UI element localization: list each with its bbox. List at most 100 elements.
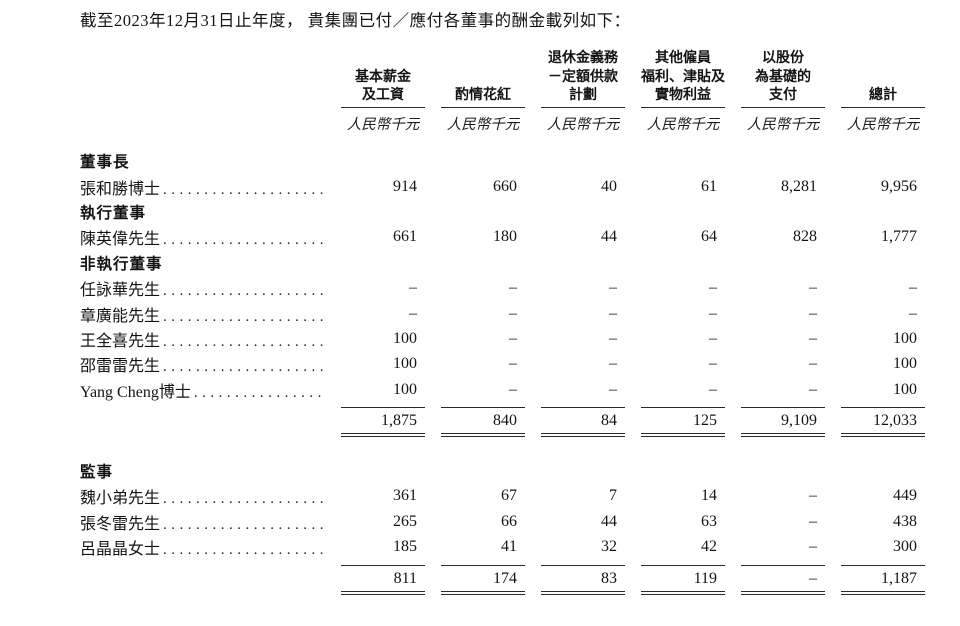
value: –: [809, 329, 817, 347]
director-name: 王全喜先生: [80, 332, 161, 350]
column-header-line: 實物利益: [655, 86, 711, 102]
subtotal-value: 125: [641, 407, 725, 438]
subtotal-value: 840: [441, 407, 525, 438]
table-row: 呂晶晶女士...................................…: [80, 535, 925, 560]
table-row: Yang Cheng博士............................…: [80, 377, 925, 402]
leader-dots: ........................................…: [163, 359, 325, 376]
director-name: 任詠華先生: [80, 282, 161, 300]
value-cell: 9,956: [825, 174, 925, 199]
leader-dots: ........................................…: [163, 181, 325, 198]
value-cell: 100: [325, 352, 425, 377]
value-cell: –: [425, 326, 525, 351]
value-cell: –: [725, 377, 825, 402]
column-header-label: 其他僱員 福利、津貼及 實物利益: [641, 48, 725, 104]
subtotal-value: 84: [541, 407, 625, 438]
column-header-label: 基本薪金 及工資: [341, 67, 425, 104]
value: –: [809, 487, 817, 505]
subtotal-row: 1,875 840 84 125 9,109 12,033: [80, 402, 925, 444]
director-name: 張冬雷先生: [80, 515, 161, 533]
column-header: 總計: [825, 48, 925, 108]
value-cell: 265: [325, 509, 425, 534]
subtotal-cell: 119: [625, 560, 725, 602]
subtotal-value: 12,033: [841, 407, 925, 438]
value-cell: –: [725, 326, 825, 351]
value-cell: 32: [525, 535, 625, 560]
value: –: [909, 304, 917, 322]
value: –: [609, 380, 617, 398]
subtotal-cell: 1,187: [825, 560, 925, 602]
column-header: 基本薪金 及工資: [325, 48, 425, 108]
unit-label: 人民幣千元: [546, 116, 620, 133]
subtotal-cell: 174: [425, 560, 525, 602]
value-cell: –: [525, 301, 625, 326]
value-cell: –: [825, 301, 925, 326]
subtotal-cell: 811: [325, 560, 425, 602]
value-cell: –: [425, 352, 525, 377]
value-cell: 64: [625, 225, 725, 250]
value-cell: 300: [825, 535, 925, 560]
director-name: 魏小弟先生: [80, 490, 161, 508]
value: 300: [893, 538, 917, 556]
column-header: 其他僱員 福利、津貼及 實物利益: [625, 48, 725, 108]
value: –: [609, 304, 617, 322]
column-header: 酌情花紅: [425, 48, 525, 108]
director-name: 張和勝博士: [80, 180, 161, 198]
value: 66: [501, 512, 517, 530]
column-header-line: 福利、津貼及: [641, 67, 725, 84]
subtotal-cell: 125: [625, 402, 725, 444]
column-underline: [841, 106, 925, 108]
unit-label: 人民幣千元: [346, 116, 420, 133]
intro-text: 截至2023年12月31日止年度， 貴集團已付／應付各董事的酬金載列如下：: [80, 11, 631, 30]
value: –: [409, 279, 417, 297]
value-cell: –: [825, 275, 925, 300]
column-header-label: 以股份 為基礎的 支付: [741, 48, 825, 104]
subtotal-spacer: [80, 402, 325, 444]
value-cell: 63: [625, 509, 725, 534]
column-underline: [341, 106, 425, 108]
section-label: 非執行董事: [80, 255, 163, 273]
value-cell: 44: [525, 225, 625, 250]
table-row: 邵雷雷先生...................................…: [80, 352, 925, 377]
leader-dots: ........................................…: [163, 283, 325, 300]
director-name-cell: 邵雷雷先生...................................…: [80, 352, 325, 377]
value: –: [709, 380, 717, 398]
column-header-line: 以股份: [762, 49, 804, 65]
unit-cell: 人民幣千元: [525, 108, 625, 149]
value-cell: 361: [325, 484, 425, 509]
value: –: [509, 380, 517, 398]
unit-cell: 人民幣千元: [725, 108, 825, 149]
value-cell: –: [625, 301, 725, 326]
value: 185: [393, 538, 417, 556]
director-name-cell: 章廣能先生...................................…: [80, 301, 325, 326]
subtotal-spacer: [80, 560, 325, 602]
column-header-line: 總計: [869, 86, 897, 102]
value: –: [509, 329, 517, 347]
value-cell: –: [525, 377, 625, 402]
value: –: [909, 279, 917, 297]
value: 9,956: [881, 177, 917, 195]
value: 100: [893, 355, 917, 373]
value: 100: [393, 355, 417, 373]
value-cell: 828: [725, 225, 825, 250]
unit-cell: 人民幣千元: [325, 108, 425, 149]
director-name: 邵雷雷先生: [80, 358, 161, 376]
value: –: [809, 380, 817, 398]
value: –: [709, 304, 717, 322]
unit-cell: 人民幣千元: [825, 108, 925, 149]
section-label: 監事: [80, 464, 114, 482]
column-header-label: 退休金義務 －定額供款 計劃: [541, 48, 625, 104]
column-header-row: 基本薪金 及工資酌情花紅 退休金義務 －定額供款 計劃 其他僱員 福利、津貼及 實物利益 以股份…: [80, 48, 925, 108]
leader-dots: ........................................…: [163, 516, 325, 533]
column-header-line: 為基礎的: [755, 67, 811, 84]
value: 449: [893, 487, 917, 505]
value: 100: [893, 329, 917, 347]
value: –: [709, 279, 717, 297]
leader-dots: ........................................…: [163, 542, 325, 559]
value-cell: –: [425, 301, 525, 326]
subtotal-value: 174: [441, 564, 525, 595]
column-header-line: 酌情花紅: [455, 86, 511, 102]
value: 361: [393, 487, 417, 505]
director-name-cell: 王全喜先生...................................…: [80, 326, 325, 351]
value-cell: 100: [825, 377, 925, 402]
